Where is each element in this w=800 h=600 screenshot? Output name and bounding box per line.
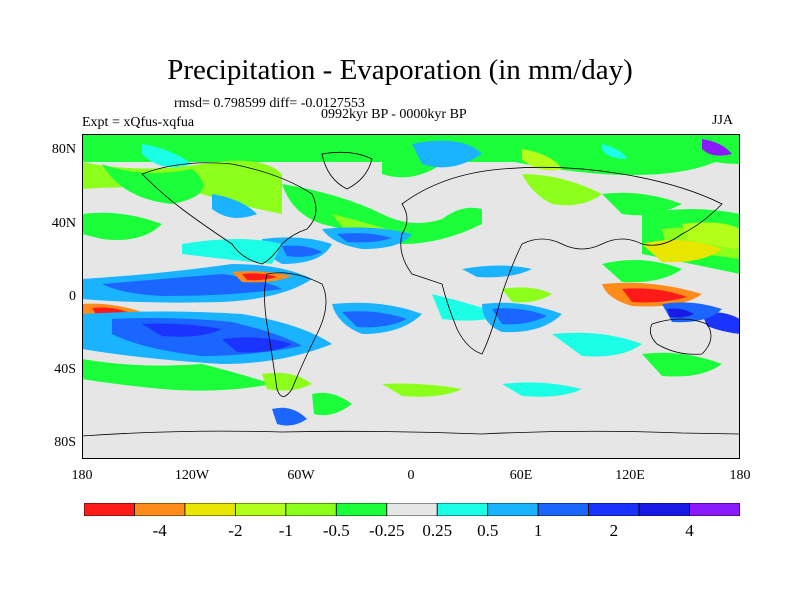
colorbar-swatch [184, 503, 236, 516]
colorbar-swatch [588, 503, 640, 516]
colorbar-label: -2 [228, 521, 243, 540]
colorbar-label: -0.5 [322, 521, 350, 540]
period-label: 0992kyr BP - 0000kyr BP [321, 107, 467, 122]
map-frame [82, 134, 740, 459]
colorbar-swatch [134, 503, 186, 516]
colorbar-swatch [638, 503, 690, 516]
colorbar-label: -4 [152, 521, 167, 540]
colorbar-label: 0.5 [477, 521, 499, 540]
lon-label-120e: 120E [615, 468, 645, 483]
lon-label-60e: 60E [509, 468, 533, 483]
tropical-field [82, 222, 740, 334]
lat-label-40n: 40N [51, 216, 76, 231]
lat-label-0: 0 [69, 289, 76, 304]
colorbar-label: 1 [533, 521, 543, 540]
colorbar-swatch [84, 503, 135, 516]
colorbar-swatch [386, 503, 438, 516]
colorbar-swatch [689, 503, 740, 516]
australia-outline [649, 318, 712, 355]
lon-label-0: 0 [407, 468, 415, 483]
colorbar-swatch [234, 503, 287, 516]
colorbar-label: -1 [278, 521, 293, 540]
greenland-outline [321, 151, 373, 190]
lon-label-180e: 180 [729, 468, 751, 483]
south-america-outline [264, 272, 327, 397]
map-plot [82, 134, 740, 459]
lat-label-80n: 80N [51, 142, 76, 157]
season-label: JJA [712, 113, 734, 128]
map-title: Precipitation - Evaporation (in mm/day) [167, 54, 633, 86]
stats-line: rmsd= 0.798599 diff= -0.0127553 [174, 96, 365, 111]
map-canvas [82, 134, 740, 459]
colorbar-strip [84, 503, 740, 516]
colorbar-label: -0.25 [369, 521, 405, 540]
colorbar [84, 503, 740, 516]
africa-eurasia-outline [400, 166, 723, 355]
colorbar-label: 4 [685, 521, 694, 540]
lon-label-120w: 120W [174, 468, 210, 483]
colorbar-swatch [537, 503, 590, 516]
north-america-outline [141, 162, 317, 265]
colorbar-label: 2 [609, 521, 619, 540]
colorbar-label: 0.25 [422, 521, 453, 540]
lon-label-60w: 60W [287, 468, 315, 483]
southern-field [82, 302, 722, 426]
colorbar-swatch [487, 503, 539, 516]
antarctica-outline [82, 430, 740, 437]
lat-label-80s: 80S [54, 435, 76, 450]
lat-label-40s: 40S [54, 362, 76, 377]
colorbar-swatch [436, 503, 489, 516]
arctic-field [82, 134, 740, 214]
colorbar-swatch [285, 503, 337, 516]
colorbar-swatch [335, 503, 388, 516]
coastlines [82, 151, 740, 437]
lon-label-180w: 180 [71, 468, 93, 483]
experiment-label: Expt = xQfus-xqfua [82, 115, 195, 130]
